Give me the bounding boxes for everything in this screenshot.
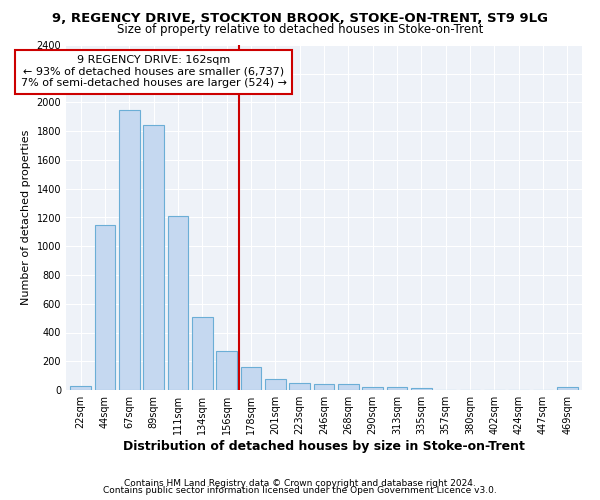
Bar: [167, 216, 188, 390]
Text: 9, REGENCY DRIVE, STOCKTON BROOK, STOKE-ON-TRENT, ST9 9LG: 9, REGENCY DRIVE, STOCKTON BROOK, STOKE-…: [52, 12, 548, 24]
Text: Contains public sector information licensed under the Open Government Licence v3: Contains public sector information licen…: [103, 486, 497, 495]
Bar: [95, 224, 115, 390]
Bar: [70, 386, 91, 390]
Bar: [362, 387, 383, 390]
Bar: [386, 387, 407, 390]
Bar: [143, 126, 164, 390]
Text: Size of property relative to detached houses in Stoke-on-Trent: Size of property relative to detached ho…: [117, 22, 483, 36]
Bar: [265, 378, 286, 390]
X-axis label: Distribution of detached houses by size in Stoke-on-Trent: Distribution of detached houses by size …: [123, 440, 525, 453]
Bar: [289, 383, 310, 390]
Text: Contains HM Land Registry data © Crown copyright and database right 2024.: Contains HM Land Registry data © Crown c…: [124, 478, 476, 488]
Bar: [241, 367, 262, 390]
Bar: [192, 316, 212, 390]
Bar: [314, 384, 334, 390]
Bar: [119, 110, 140, 390]
Bar: [411, 388, 432, 390]
Text: 9 REGENCY DRIVE: 162sqm
← 93% of detached houses are smaller (6,737)
7% of semi-: 9 REGENCY DRIVE: 162sqm ← 93% of detache…: [20, 55, 287, 88]
Y-axis label: Number of detached properties: Number of detached properties: [21, 130, 31, 305]
Bar: [557, 387, 578, 390]
Bar: [216, 351, 237, 390]
Bar: [338, 384, 359, 390]
